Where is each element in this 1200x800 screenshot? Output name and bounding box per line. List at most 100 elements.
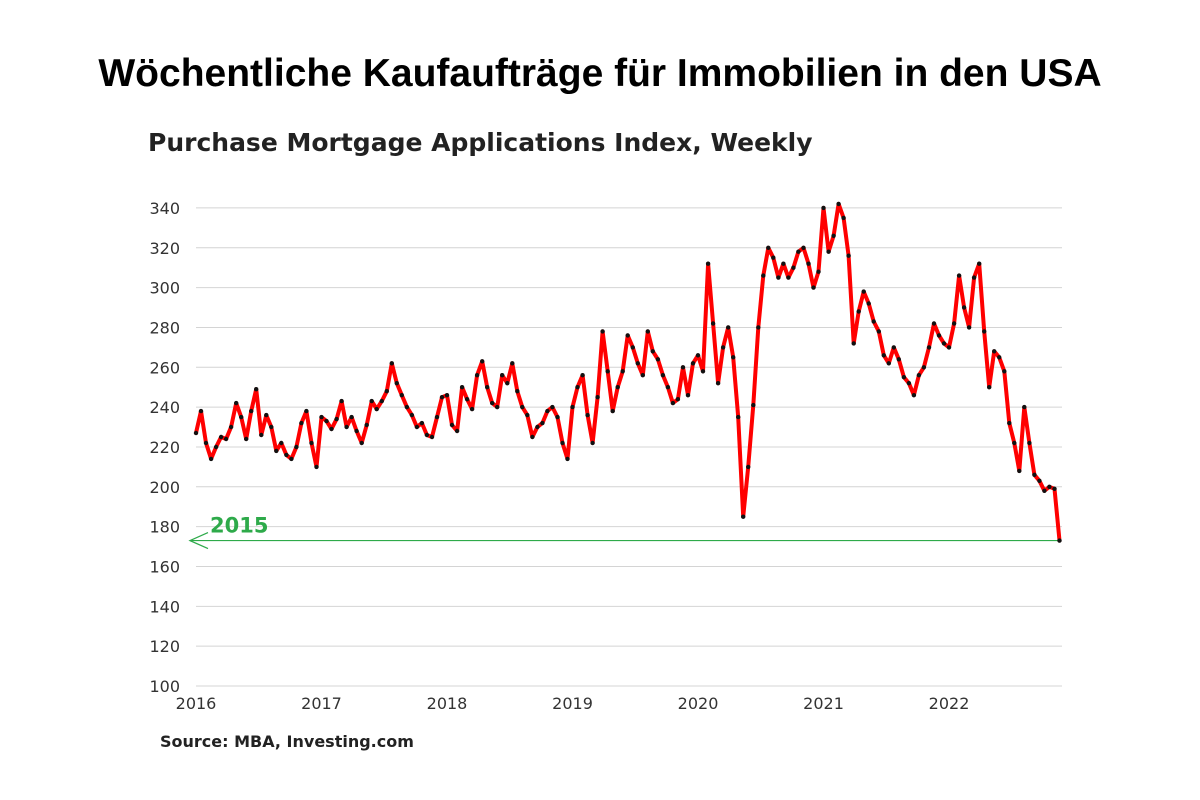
data-point bbox=[891, 345, 896, 350]
data-point bbox=[555, 414, 560, 420]
data-point bbox=[535, 424, 540, 430]
x-tick-label-2017: 2017 bbox=[301, 694, 342, 713]
data-point bbox=[921, 365, 927, 370]
data-point bbox=[1052, 486, 1057, 491]
data-point bbox=[941, 341, 947, 346]
y-tick-label-340: 340 bbox=[149, 199, 180, 218]
series-group bbox=[193, 201, 1062, 543]
data-point bbox=[680, 365, 686, 370]
data-point bbox=[746, 464, 751, 470]
data-point bbox=[369, 398, 374, 404]
data-point bbox=[374, 406, 379, 412]
data-point bbox=[284, 452, 289, 458]
data-point bbox=[1032, 472, 1037, 477]
data-point bbox=[946, 345, 952, 350]
data-point bbox=[771, 255, 776, 260]
data-point bbox=[836, 201, 841, 207]
data-point bbox=[495, 404, 500, 410]
data-point bbox=[439, 395, 445, 400]
data-point bbox=[259, 432, 264, 438]
data-point bbox=[801, 245, 806, 250]
data-point bbox=[585, 412, 590, 418]
data-point bbox=[540, 420, 545, 426]
data-point bbox=[254, 387, 259, 392]
data-point bbox=[505, 381, 510, 386]
data-point bbox=[404, 404, 410, 410]
data-point bbox=[304, 408, 309, 414]
data-point bbox=[660, 373, 666, 378]
data-point bbox=[1042, 488, 1047, 493]
data-point bbox=[334, 416, 339, 422]
data-point bbox=[575, 385, 580, 390]
data-point bbox=[625, 333, 630, 338]
source-note: Source: MBA, Investing.com bbox=[160, 732, 414, 751]
data-point bbox=[394, 381, 399, 386]
data-point bbox=[846, 253, 851, 258]
data-point bbox=[961, 305, 967, 310]
y-tick-label-180: 180 bbox=[149, 518, 180, 537]
page-title: Wöchentliche Kaufaufträge für Immobilien… bbox=[98, 52, 1102, 95]
data-point bbox=[590, 440, 595, 446]
data-point bbox=[851, 341, 856, 346]
data-point bbox=[274, 448, 279, 454]
data-point bbox=[695, 353, 701, 358]
data-point bbox=[650, 349, 655, 354]
y-tick-label-280: 280 bbox=[149, 318, 180, 337]
data-point bbox=[977, 261, 982, 266]
data-point bbox=[720, 345, 726, 350]
x-axis-ticks: 2016 2017 2018 2019 2020 2021 2022 bbox=[176, 694, 970, 713]
data-point bbox=[655, 357, 661, 362]
data-point bbox=[1057, 538, 1062, 543]
data-point bbox=[876, 329, 881, 334]
series-line-0 bbox=[194, 201, 1062, 543]
data-point bbox=[364, 422, 369, 428]
data-point bbox=[344, 424, 349, 430]
data-point bbox=[911, 393, 917, 398]
data-point bbox=[1007, 420, 1012, 426]
data-point bbox=[931, 321, 937, 326]
reference-label: 2015 bbox=[210, 514, 268, 538]
data-point bbox=[359, 440, 364, 446]
data-point bbox=[951, 321, 957, 326]
data-point bbox=[816, 269, 821, 274]
data-point bbox=[193, 430, 199, 436]
data-point bbox=[776, 275, 781, 280]
data-point bbox=[469, 406, 475, 412]
y-tick-label-320: 320 bbox=[149, 239, 180, 258]
data-point bbox=[896, 357, 901, 362]
gridlines bbox=[196, 207, 1062, 687]
data-point bbox=[454, 428, 460, 434]
data-point bbox=[218, 434, 224, 440]
data-point bbox=[685, 393, 691, 398]
data-point bbox=[309, 440, 314, 446]
data-point bbox=[1022, 404, 1027, 410]
data-point bbox=[605, 369, 610, 374]
data-point bbox=[1037, 478, 1042, 483]
data-point bbox=[203, 440, 209, 446]
data-point bbox=[1047, 484, 1052, 489]
data-point bbox=[339, 398, 344, 404]
data-point bbox=[670, 400, 676, 406]
data-point bbox=[409, 412, 415, 418]
data-point bbox=[560, 440, 565, 446]
data-point bbox=[675, 397, 681, 402]
data-point bbox=[886, 361, 891, 366]
y-axis-ticks: 100 120 140 160 180 200 220 240 260 280 300 320 340 bbox=[149, 199, 180, 696]
data-point bbox=[480, 359, 485, 364]
data-point bbox=[615, 385, 620, 390]
data-point bbox=[490, 400, 495, 406]
data-point bbox=[640, 373, 645, 378]
data-point bbox=[826, 249, 831, 254]
y-tick-label-140: 140 bbox=[149, 597, 180, 616]
data-point bbox=[239, 414, 244, 420]
data-point bbox=[731, 355, 736, 360]
data-point bbox=[329, 426, 334, 432]
data-point bbox=[971, 275, 977, 280]
data-point bbox=[600, 329, 605, 334]
data-point bbox=[665, 385, 671, 390]
data-point bbox=[705, 261, 711, 266]
data-point bbox=[821, 205, 826, 211]
data-point bbox=[1017, 468, 1022, 474]
y-tick-label-100: 100 bbox=[149, 677, 180, 696]
